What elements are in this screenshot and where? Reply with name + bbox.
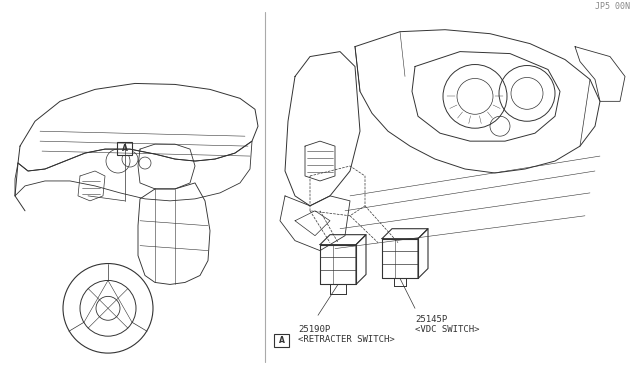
Text: JP5 00N: JP5 00N — [595, 2, 630, 11]
Text: 25190P: 25190P — [298, 325, 330, 334]
Text: A: A — [278, 336, 285, 345]
Text: 25145P: 25145P — [415, 315, 447, 324]
Text: <RETRACTER SWITCH>: <RETRACTER SWITCH> — [298, 335, 395, 344]
Text: A: A — [122, 144, 128, 153]
Text: <VDC SWITCH>: <VDC SWITCH> — [415, 325, 479, 334]
FancyBboxPatch shape — [274, 334, 289, 347]
FancyBboxPatch shape — [117, 142, 132, 154]
